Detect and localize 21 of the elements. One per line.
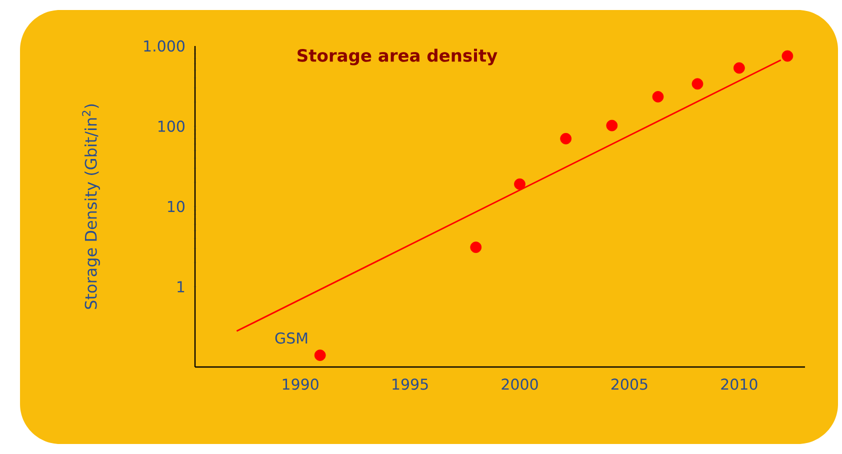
annotation: GSM: [275, 332, 308, 344]
point: [514, 178, 526, 190]
x-tick-label: 2010: [721, 378, 758, 390]
point: [606, 120, 618, 132]
point: [692, 78, 704, 90]
y-tick-label: 10: [168, 200, 184, 212]
y-tick-label: 1: [178, 281, 184, 292]
y-tick-label: 1.000: [144, 40, 184, 52]
x-tick-label: 1995: [392, 378, 428, 390]
chart-title: Storage area density: [298, 48, 498, 66]
point: [733, 62, 745, 74]
point: [470, 242, 482, 254]
point: [652, 91, 664, 102]
point: [782, 50, 794, 62]
point: [560, 132, 572, 144]
x-tick-label: 2005: [611, 378, 648, 390]
y-tick-label: 100: [158, 120, 184, 132]
point: [314, 350, 326, 361]
x-tick-label: 1990: [282, 378, 318, 390]
x-tick-label: 2000: [502, 378, 538, 390]
y-axis-title: Storage Density (Gbit/in$^{2}$): [82, 104, 100, 309]
